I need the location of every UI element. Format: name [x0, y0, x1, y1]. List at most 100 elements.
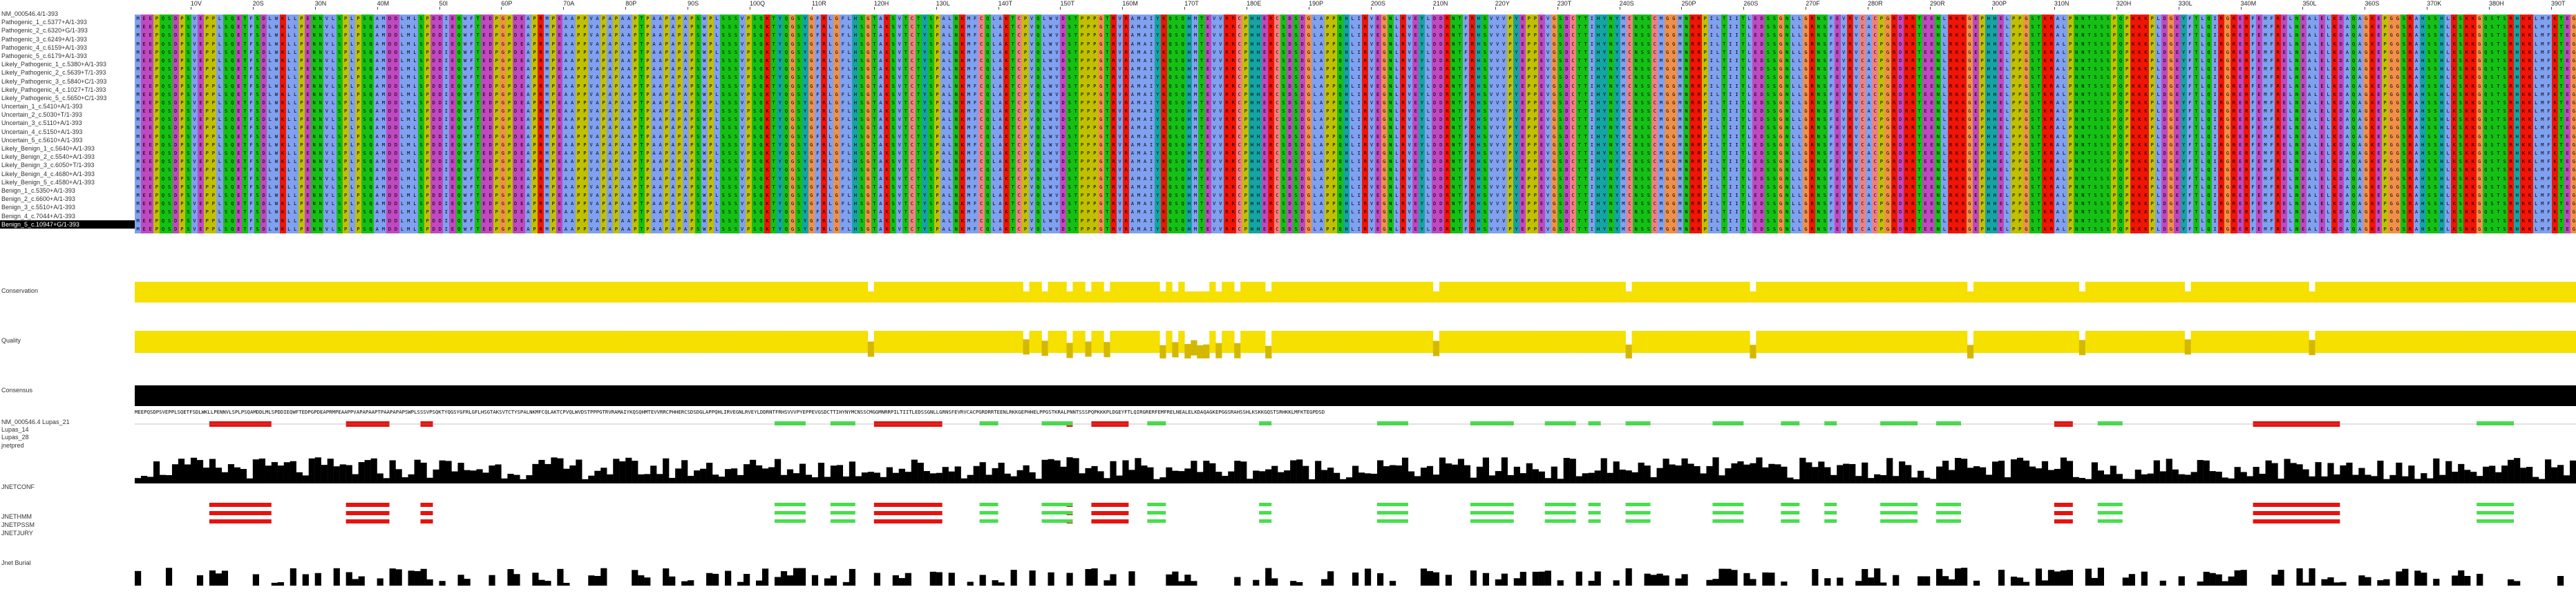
sequence-name[interactable]: Benign_3_c.5510+A/1-393: [1, 204, 75, 211]
residue: R: [1846, 31, 1853, 40]
residue: E: [147, 48, 154, 57]
residue: R: [1909, 39, 1916, 48]
residue: C: [1236, 73, 1243, 82]
residue: L: [2445, 73, 2452, 82]
residue: E: [2564, 90, 2571, 99]
sequence-name[interactable]: Benign_2_c.6600+A/1-393: [1, 195, 75, 203]
residue: E: [1834, 31, 1841, 40]
sequence-name[interactable]: Likely_Pathogenic_4_c.1027+T/1-393: [1, 86, 106, 93]
residue: F: [2186, 48, 2193, 57]
sequence-id-panel[interactable]: NM_000546.4/1-393 Pathogenic_1_c.5377+A/1…: [0, 10, 135, 229]
residue: F: [1828, 98, 1835, 108]
residue: M: [1620, 65, 1627, 74]
residue: L: [1041, 56, 1048, 66]
residue: E: [235, 31, 242, 40]
residue: Y: [1513, 39, 1520, 48]
residue: Q: [2482, 73, 2489, 82]
residue: K: [1953, 31, 1960, 40]
sequence-name[interactable]: Likely_Benign_3_c.6050+T/1-393: [1, 162, 95, 169]
residue: P: [1022, 115, 1029, 124]
residue: P: [581, 107, 588, 116]
sequence-name[interactable]: Likely_Benign_1_c.5640+A/1-393: [1, 145, 95, 152]
sequence-name[interactable]: Benign_4_c.7044+A/1-393: [1, 212, 75, 220]
residue: N: [1815, 65, 1822, 74]
residue: S: [2501, 39, 2508, 48]
residue: L: [1349, 107, 1356, 116]
residue: S: [361, 31, 368, 40]
sequence-name[interactable]: Pathogenic_5_c.6179+A/1-393: [1, 52, 87, 59]
residue: P: [707, 23, 714, 32]
sequence-name[interactable]: Uncertain_5_c.5610+A/1-393: [1, 136, 83, 144]
sequence-name[interactable]: Pathogenic_2_c.6320+G/1-393: [1, 27, 88, 35]
residue: A: [1129, 23, 1136, 32]
residue: P: [2123, 48, 2130, 57]
residue: N: [1815, 56, 1822, 66]
residue: T: [2193, 56, 2199, 66]
residue: R: [1230, 115, 1237, 124]
sequence-name[interactable]: Likely_Benign_2_c.5540+A/1-393: [1, 153, 95, 161]
residue: V: [1028, 48, 1035, 57]
sequence-name[interactable]: Pathogenic_4_c.6159+A/1-393: [1, 44, 87, 51]
residue: A: [1142, 39, 1148, 48]
residue: S: [2425, 98, 2432, 108]
residue: G: [1802, 98, 1810, 108]
residue: L: [990, 81, 997, 90]
residue: G: [864, 65, 871, 74]
sequence-name[interactable]: Uncertain_2_c.5030+T/1-393: [1, 111, 82, 119]
residue: E: [1374, 56, 1381, 66]
sequence-name[interactable]: Pathogenic_3_c.6249+A/1-393: [1, 35, 87, 43]
residue: M: [1620, 90, 1627, 99]
residue: E: [2174, 98, 2181, 108]
residue: P: [1324, 90, 1331, 99]
residue: E: [304, 107, 312, 116]
residue: T: [1582, 31, 1589, 40]
sequence-name[interactable]: Uncertain_3_c.5110+A/1-393: [1, 119, 82, 127]
residue: I: [1708, 81, 1715, 90]
sequence-name[interactable]: Pathogenic_1_c.5377+A/1-393: [1, 19, 87, 26]
residue: A: [2306, 107, 2313, 116]
sequence-name[interactable]: Likely_Benign_4_c.4680+A/1-393: [1, 170, 95, 177]
residue: A: [1318, 81, 1325, 90]
residue: K: [2451, 23, 2458, 32]
residue: D: [487, 115, 494, 124]
residue: S: [1765, 15, 1772, 23]
residue: L: [1714, 39, 1721, 48]
sequence-name[interactable]: NM_000546.4/1-393: [1, 10, 59, 17]
residue: S: [2400, 56, 2407, 66]
sequence-name[interactable]: Benign_1_c.5350+A/1-393: [1, 186, 75, 194]
sequence-name[interactable]: Likely_Pathogenic_3_c.5840+C/1-393: [1, 77, 107, 85]
residue: V: [1853, 39, 1859, 48]
residue: G: [2388, 73, 2395, 82]
residue: R: [2275, 90, 2282, 99]
sequence-name[interactable]: Likely_Pathogenic_1_c.5380+A/1-393: [1, 61, 106, 68]
sequence-name[interactable]: Uncertain_1_c.5410+A/1-393: [1, 103, 83, 110]
residue: V: [1053, 107, 1061, 116]
ruler-tick: 270F: [1806, 0, 1820, 10]
residue: D: [512, 39, 519, 48]
residue: P: [2016, 98, 2023, 108]
sequence-name[interactable]: Uncertain_4_c.5150+A/1-393: [1, 128, 83, 135]
sequence-name[interactable]: Likely_Benign_5_c.4580+A/1-393: [1, 178, 95, 186]
sequence-name[interactable]: Benign_5_c.10947+G/1-393: [0, 220, 135, 229]
residue: C: [1273, 90, 1280, 99]
residue: K: [2331, 31, 2338, 40]
residue: E: [2237, 48, 2244, 57]
sequence-name[interactable]: Likely_Pathogenic_5_c.5650+C/1-393: [1, 94, 107, 102]
residue: P: [1324, 15, 1331, 23]
residue: E: [556, 98, 563, 108]
sequence-name[interactable]: Likely_Pathogenic_2_c.5639+T/1-393: [1, 69, 106, 77]
